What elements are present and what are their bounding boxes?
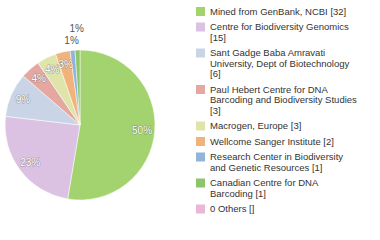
data-label: 23% [20, 157, 40, 168]
legend-label: Macrogen, Europe [3] [210, 120, 301, 131]
legend-swatch [196, 85, 205, 94]
chart: 50%23%9%4%4%3%1%1%Mined from GenBank, NC… [0, 0, 380, 240]
legend-swatch [196, 23, 205, 32]
legend-label: Mined from GenBank, NCBI [32] [210, 6, 346, 17]
legend-label: Centre for Biodiversity Genomics[15] [210, 21, 349, 43]
pie-slice [5, 116, 80, 199]
legend-label: 0 Others [] [210, 203, 254, 214]
pie-slice [75, 50, 80, 125]
legend-label: Sant Gadge Baba AmravatiUniversity, Dept… [210, 47, 349, 79]
legend: Mined from GenBank, NCBI [32] Centre for … [196, 6, 357, 215]
data-label: 4% [31, 73, 46, 84]
data-label: 1% [70, 23, 85, 34]
legend-label: Research Center in Biodiversityand Genet… [210, 151, 343, 173]
legend-swatch [196, 137, 205, 146]
legend-label: Wellcome Sanger Institute [2] [210, 136, 334, 147]
legend-swatch [196, 205, 205, 214]
pie [5, 50, 155, 200]
pie-slice [68, 50, 155, 200]
legend-swatch [196, 153, 205, 162]
legend-swatch [196, 7, 205, 16]
legend-swatch [196, 49, 205, 58]
data-label: 4% [45, 64, 60, 75]
legend-label: Canadian Centre for DNABarcoding [1] [210, 177, 319, 199]
data-label: 1% [64, 35, 79, 46]
data-label: 3% [58, 59, 73, 70]
legend-swatch [196, 179, 205, 188]
legend-swatch [196, 122, 205, 131]
data-label: 9% [16, 94, 31, 105]
pie-slice [56, 51, 80, 125]
data-label: 50% [132, 125, 152, 136]
data-labels: 50%23%9%4%4%3%1%1% [16, 23, 152, 168]
legend-label: Paul Hebert Centre for DNABarcoding and … [210, 84, 357, 116]
